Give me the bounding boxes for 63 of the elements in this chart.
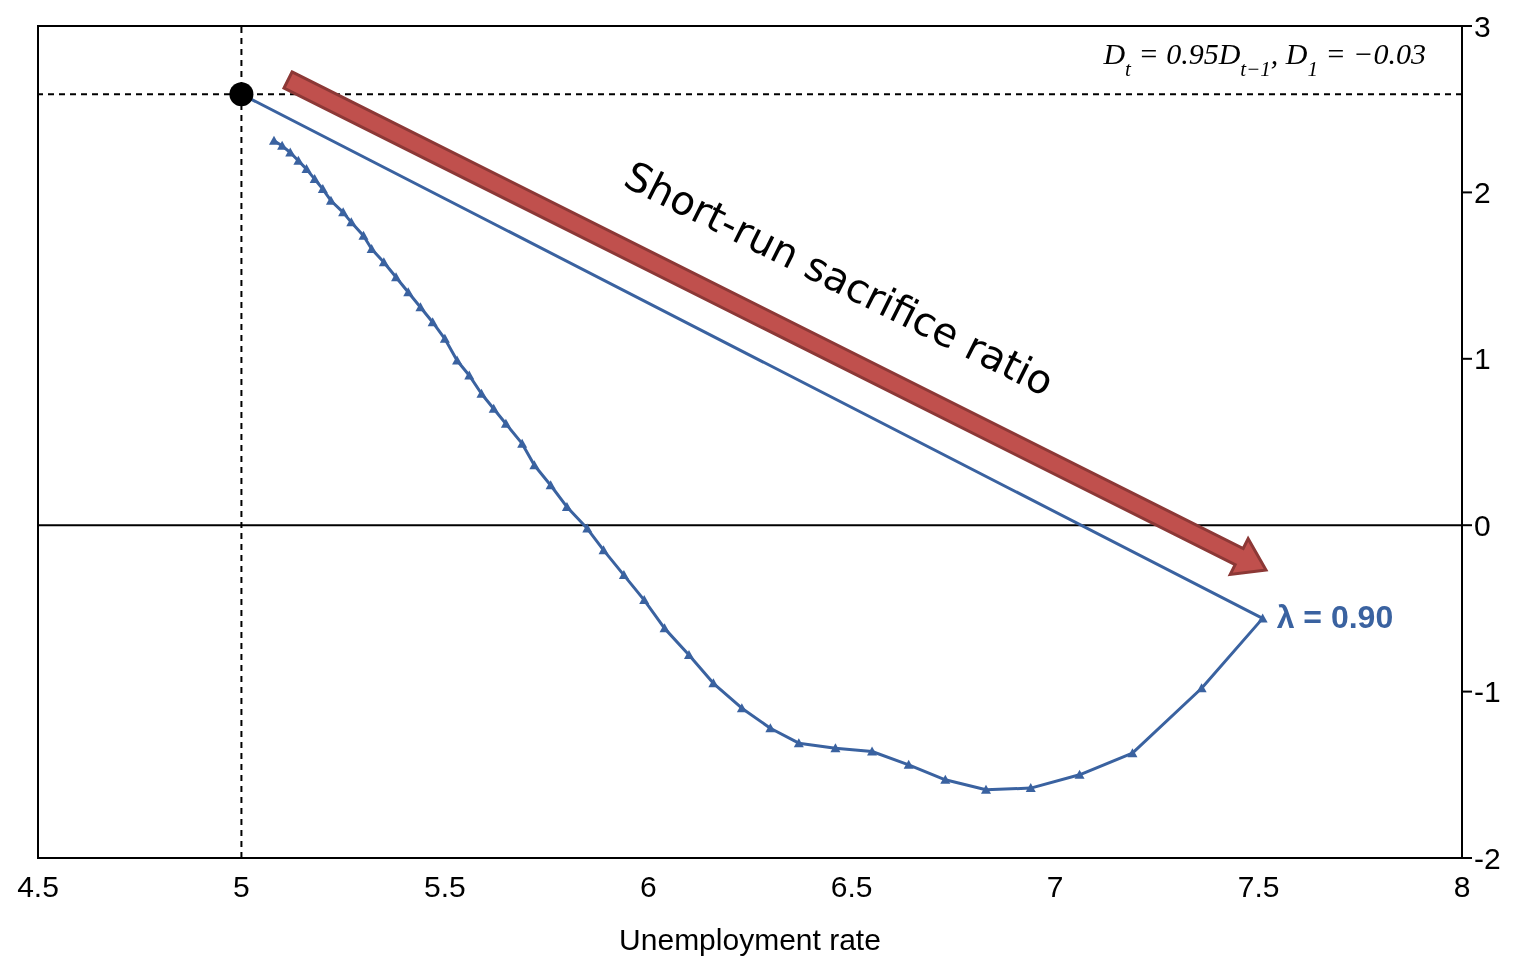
point	[793, 738, 804, 748]
point	[1127, 748, 1138, 758]
point	[346, 217, 357, 227]
point	[765, 723, 776, 733]
point	[391, 272, 402, 282]
point	[1025, 783, 1036, 793]
y-tick-label: 0	[1474, 508, 1491, 542]
point	[1074, 769, 1085, 779]
annotation: D$_{t}$ = 0.95D$_{t−1}$, D$_{1}$ = −0.03	[1102, 37, 1426, 81]
point	[427, 317, 438, 327]
point	[488, 403, 499, 413]
point	[830, 743, 841, 753]
point	[325, 195, 336, 205]
point	[415, 302, 426, 312]
x-tick-label: 6	[639, 870, 657, 904]
point	[1257, 613, 1268, 623]
point	[301, 164, 312, 174]
point	[618, 570, 629, 580]
y-tick-label: 1	[1474, 342, 1491, 376]
point	[452, 355, 463, 365]
point	[500, 418, 511, 428]
y-tick-label: 3	[1474, 9, 1491, 43]
x-tick-label: 5	[233, 870, 250, 904]
point	[229, 82, 254, 107]
point	[561, 501, 572, 511]
x-tick-label: 4.5	[17, 870, 59, 904]
point	[309, 174, 320, 184]
y-tick-label: 2	[1474, 176, 1491, 210]
x-axis-title: Unemployment rate	[619, 923, 881, 956]
point	[268, 135, 279, 145]
point	[582, 523, 593, 533]
point	[517, 438, 528, 448]
point	[439, 333, 450, 343]
point	[736, 703, 747, 713]
point	[940, 774, 951, 784]
point	[464, 370, 475, 380]
point	[366, 243, 377, 253]
point	[403, 287, 414, 297]
point	[545, 480, 556, 490]
series-label: λ = 0.90	[1276, 599, 1394, 636]
x-tick-label: 6.5	[830, 870, 873, 904]
point	[659, 623, 670, 633]
point	[293, 155, 304, 165]
y-tick-label: -2	[1474, 841, 1501, 875]
point	[980, 784, 991, 794]
y-tick-label: -1	[1474, 675, 1501, 709]
point	[598, 545, 609, 555]
point	[529, 460, 540, 470]
point	[1196, 683, 1207, 693]
point	[903, 759, 914, 769]
point	[358, 230, 369, 240]
point	[867, 746, 878, 756]
point	[476, 388, 487, 398]
point	[683, 649, 694, 659]
point	[708, 678, 719, 688]
point	[338, 207, 349, 217]
x-tick-label: 5.5	[424, 870, 466, 904]
x-tick-label: 7.5	[1237, 870, 1280, 904]
x-tick-label: 8	[1453, 870, 1471, 904]
point	[378, 257, 389, 267]
point	[639, 595, 650, 605]
point	[317, 184, 328, 194]
x-tick-label: 7	[1046, 870, 1064, 904]
